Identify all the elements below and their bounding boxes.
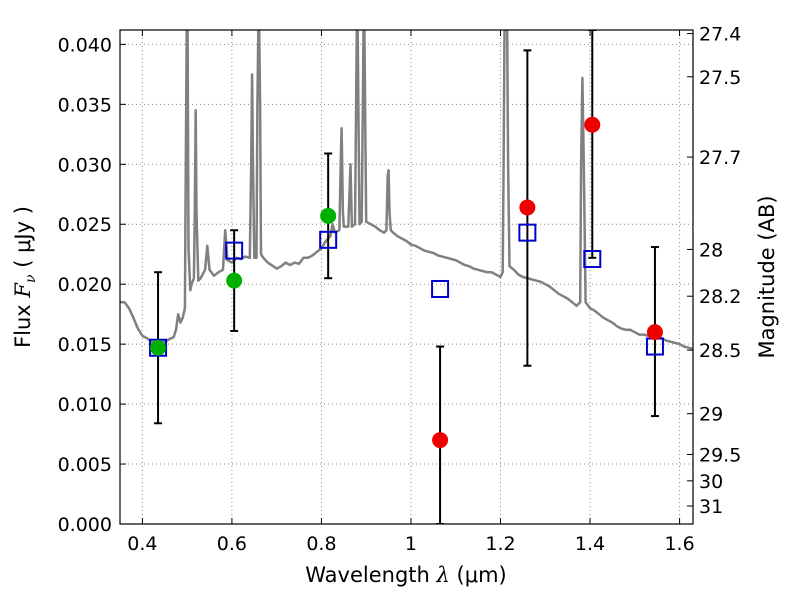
spectrum-line [120,30,693,351]
x-tick-label: 1.6 [664,533,694,555]
y2-tick-label: 30 [699,471,723,493]
y-tick-label: 0.035 [58,94,112,116]
observed-point [432,432,449,449]
x-tick-label: 1 [405,533,417,555]
x-tick-label: 1.2 [485,533,515,555]
x-tick-label: 1.4 [575,533,605,555]
model-square-point [431,279,450,298]
model-square-point [225,241,244,260]
observed-point [320,207,337,224]
model-square-point [583,250,602,269]
y2-tick-label: 27.5 [699,67,741,89]
y2-tick-label: 28.2 [699,286,741,308]
y-axis-label: Flux Fν ( μJy ) [11,206,39,348]
x-tick-label: 0.6 [217,533,247,555]
observed-point [646,324,663,341]
x-axis-label: Wavelength λ (μm) [305,563,506,587]
model-square-point [518,223,537,242]
y-tick-label: 0.040 [58,34,112,56]
grid [120,30,693,525]
y2-tick-label: 28 [699,239,723,261]
model-square-point [319,230,338,249]
plot-area [120,30,693,524]
y2-tick-label: 31 [699,496,723,518]
y2-tick-label: 28.5 [699,340,741,362]
observed-point [150,339,167,356]
plot-frame [119,29,694,525]
y-tick-label: 0.015 [58,334,112,356]
y-tick-label: 0.000 [58,514,112,536]
y2-tick-label: 29 [699,404,723,426]
y2-tick-label: 27.7 [699,147,741,169]
x-tick-label: 0.4 [127,533,157,555]
x-axis: 0.4 0.6 0.8 1 1.2 1.4 1.6 [127,30,695,555]
y2-tick-label: 27.4 [699,24,741,46]
y-tick-label: 0.020 [58,274,112,296]
y2-axis-label: Magnitude (AB) [755,195,779,358]
observed-point [519,199,536,216]
y-tick-label: 0.030 [58,154,112,176]
y2-axis: 27.4 27.5 27.7 28 28.2 28.5 29 29.5 30 31 [687,24,741,518]
x-tick-label: 0.8 [306,533,336,555]
y-tick-label: 0.025 [58,214,112,236]
y-axis: 0.000 0.005 0.010 0.015 0.020 0.025 0.030 0.035… [58,34,126,536]
observed-point [584,116,601,133]
y2-tick-label: 29.5 [699,444,741,466]
observed-point [226,272,243,289]
y-tick-label: 0.005 [58,454,112,476]
y-tick-label: 0.010 [58,394,112,416]
